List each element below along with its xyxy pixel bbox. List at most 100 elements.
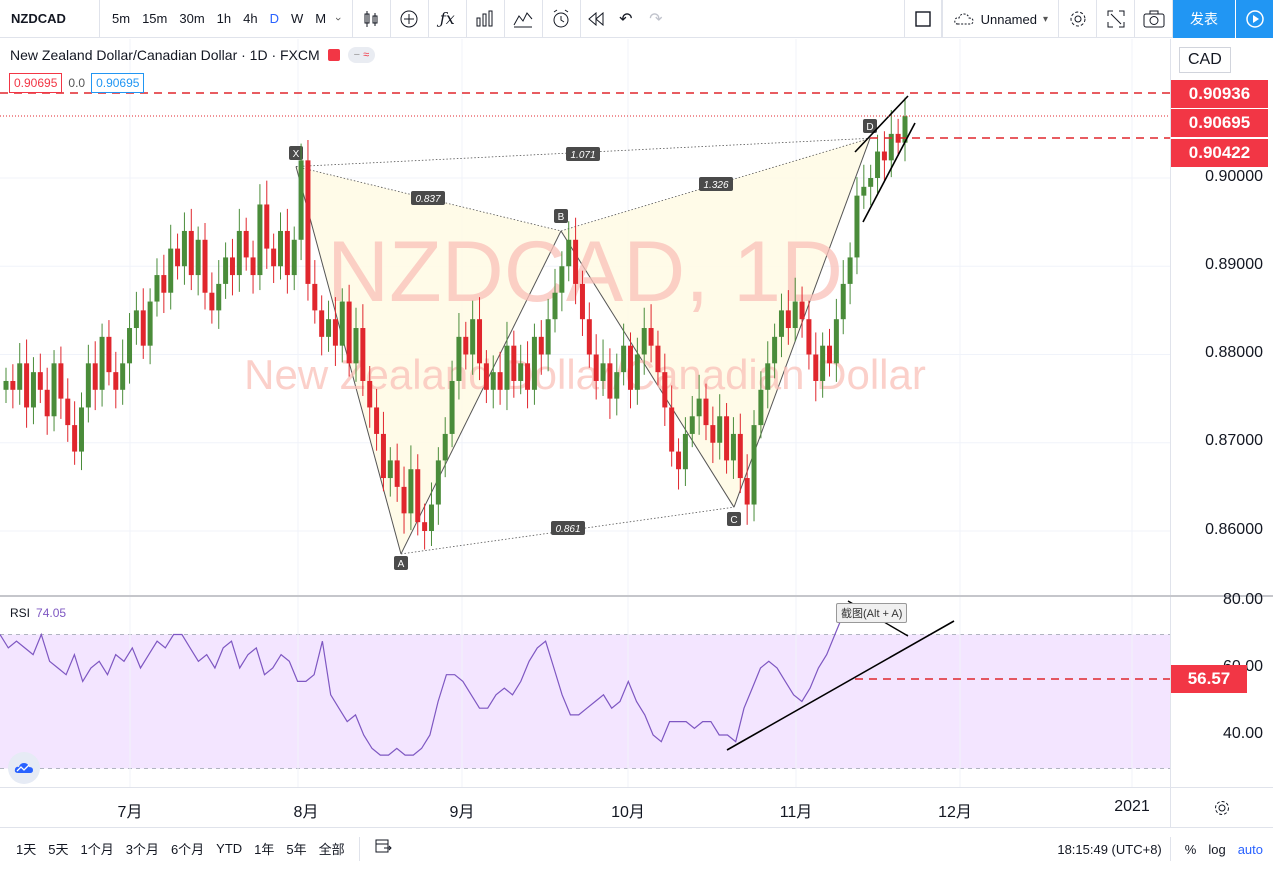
range-0[interactable]: 1天: [16, 842, 37, 857]
symbol-search-button[interactable]: NZDCAD: [0, 0, 100, 38]
candle-body: [17, 363, 23, 390]
candle-body: [772, 336, 778, 364]
candle-body: [827, 345, 833, 364]
price-tick-label: 0.86000: [1205, 521, 1263, 538]
range-4[interactable]: 6个月: [170, 842, 205, 857]
interval-d[interactable]: D: [269, 11, 279, 26]
redo-button[interactable]: ↷: [641, 0, 671, 38]
candle-body: [497, 372, 503, 390]
publish-label: 发表: [1190, 11, 1218, 27]
range-8[interactable]: 全部: [318, 842, 345, 857]
bid-price[interactable]: 0.90695: [9, 73, 63, 93]
range-3[interactable]: 3个月: [125, 842, 159, 857]
layout-name-dropdown[interactable]: Unnamed ▾: [941, 0, 1059, 38]
candle-body: [188, 230, 194, 276]
interval-w[interactable]: W: [290, 11, 304, 26]
candle-body: [861, 186, 867, 196]
range-7[interactable]: 5年: [286, 842, 307, 857]
ratio-label-bg: [699, 177, 733, 191]
goto-date-button[interactable]: [368, 837, 398, 860]
snapshot-button[interactable]: [1135, 0, 1173, 38]
interval-30m[interactable]: 30m: [179, 11, 205, 26]
financials-button[interactable]: [467, 0, 505, 38]
rsi-level-tag[interactable]: 56.57: [1171, 665, 1247, 693]
ratio-label-bg: [411, 191, 445, 205]
leg-ab[interactable]: [400, 230, 562, 555]
currency-label[interactable]: CAD: [1179, 47, 1231, 73]
rsi-chart-svg[interactable]: [0, 597, 1170, 787]
indicators-button[interactable]: ƒx: [429, 0, 467, 38]
fullscreen-button[interactable]: [1097, 0, 1135, 38]
log-toggle[interactable]: log: [1208, 841, 1226, 857]
interval-15m[interactable]: 15m: [142, 11, 168, 26]
candle-body: [531, 336, 537, 390]
bid-ask-legend: 0.90695 0.0 0.90695: [9, 73, 145, 93]
rsi-line[interactable]: [0, 613, 869, 756]
interval-1h[interactable]: 1h: [216, 11, 232, 26]
fx-icon: ƒx: [439, 9, 455, 28]
ask-price[interactable]: 0.90695: [91, 73, 145, 93]
legend-toggle-pill[interactable]: − ≈: [347, 47, 376, 63]
point-label-bg: [289, 146, 303, 160]
range-5[interactable]: YTD: [216, 841, 243, 856]
rsi-pane[interactable]: RSI 74.05: [0, 597, 1170, 787]
candle-body: [785, 310, 791, 329]
interval-m[interactable]: M: [315, 11, 327, 26]
axis-settings-button[interactable]: [1170, 788, 1273, 828]
price-tag[interactable]: 0.90936: [1171, 80, 1268, 108]
price-tag[interactable]: 0.90695: [1171, 109, 1268, 137]
alert-button[interactable]: [543, 0, 581, 38]
gear-icon: [1070, 11, 1085, 27]
minus-icon: −: [353, 49, 361, 61]
layout-select-button[interactable]: [903, 0, 942, 38]
auto-toggle[interactable]: auto: [1237, 841, 1263, 857]
play-button[interactable]: [1235, 0, 1273, 38]
point-label-b: B: [558, 212, 565, 223]
candle-body: [888, 133, 894, 161]
tradingview-logo-button[interactable]: [8, 752, 40, 784]
calendar-arrow-icon: [375, 839, 392, 853]
publish-button[interactable]: 发表: [1173, 0, 1235, 38]
square-icon: [914, 11, 931, 27]
divider: [358, 836, 360, 861]
range-2[interactable]: 1个月: [80, 842, 114, 857]
chevron-down-icon[interactable]: ›: [331, 16, 344, 21]
templates-button[interactable]: [505, 0, 543, 38]
wedge-lower-line[interactable]: [862, 122, 916, 223]
interval-4h[interactable]: 4h: [243, 11, 258, 26]
candle-body: [682, 433, 688, 470]
replay-button[interactable]: [581, 0, 611, 38]
harmonic-pattern[interactable]: X A B C D 0.837 1.071 1.326 0.861: [289, 119, 877, 570]
candle-body: [627, 345, 633, 390]
time-axis[interactable]: 7月 8月 9月 10月 11月 12月 2021: [0, 787, 1273, 828]
candle-body: [30, 372, 36, 408]
candle-body: [470, 319, 476, 355]
interval-5m[interactable]: 5m: [112, 11, 131, 26]
undo-button[interactable]: ↶: [611, 0, 641, 38]
clock[interactable]: 18:15:49 (UTC+8): [1057, 841, 1162, 857]
time-tick-label: 11月: [779, 804, 813, 821]
main-chart-pane[interactable]: X A B C D 0.837 1.071 1.326 0.861 NZDCAD, 1D New Z…: [0, 39, 1170, 595]
pane-separator[interactable]: [0, 595, 1273, 597]
candle-body: [133, 310, 139, 329]
price-tag[interactable]: 0.90422: [1171, 139, 1268, 167]
candles[interactable]: [3, 97, 908, 550]
compare-button[interactable]: [391, 0, 429, 38]
chart-type-button[interactable]: [353, 0, 391, 38]
price-axis[interactable]: CAD 0.90000 0.89000 0.88000 0.87000 0.86000 0…: [1170, 39, 1273, 595]
settings-button[interactable]: [1059, 0, 1097, 38]
percent-toggle[interactable]: %: [1184, 841, 1197, 857]
price-chart-svg[interactable]: X A B C D 0.837 1.071 1.326 0.861 NZDCAD, 1D New Z…: [0, 39, 1170, 595]
range-1[interactable]: 5天: [48, 842, 69, 857]
candle-body: [360, 328, 366, 381]
price-tick-label: 0.90000: [1205, 168, 1263, 185]
candle-body: [676, 451, 682, 470]
leg-bc[interactable]: [560, 230, 735, 508]
rsi-trend-line[interactable]: [726, 620, 955, 751]
range-6[interactable]: 1年: [254, 842, 275, 857]
interval-selector: 5m 15m 30m 1h 4h D W M ›: [100, 0, 353, 38]
candle-body: [641, 328, 647, 355]
wedge-upper-line[interactable]: [854, 95, 909, 153]
candle-body: [92, 363, 98, 390]
